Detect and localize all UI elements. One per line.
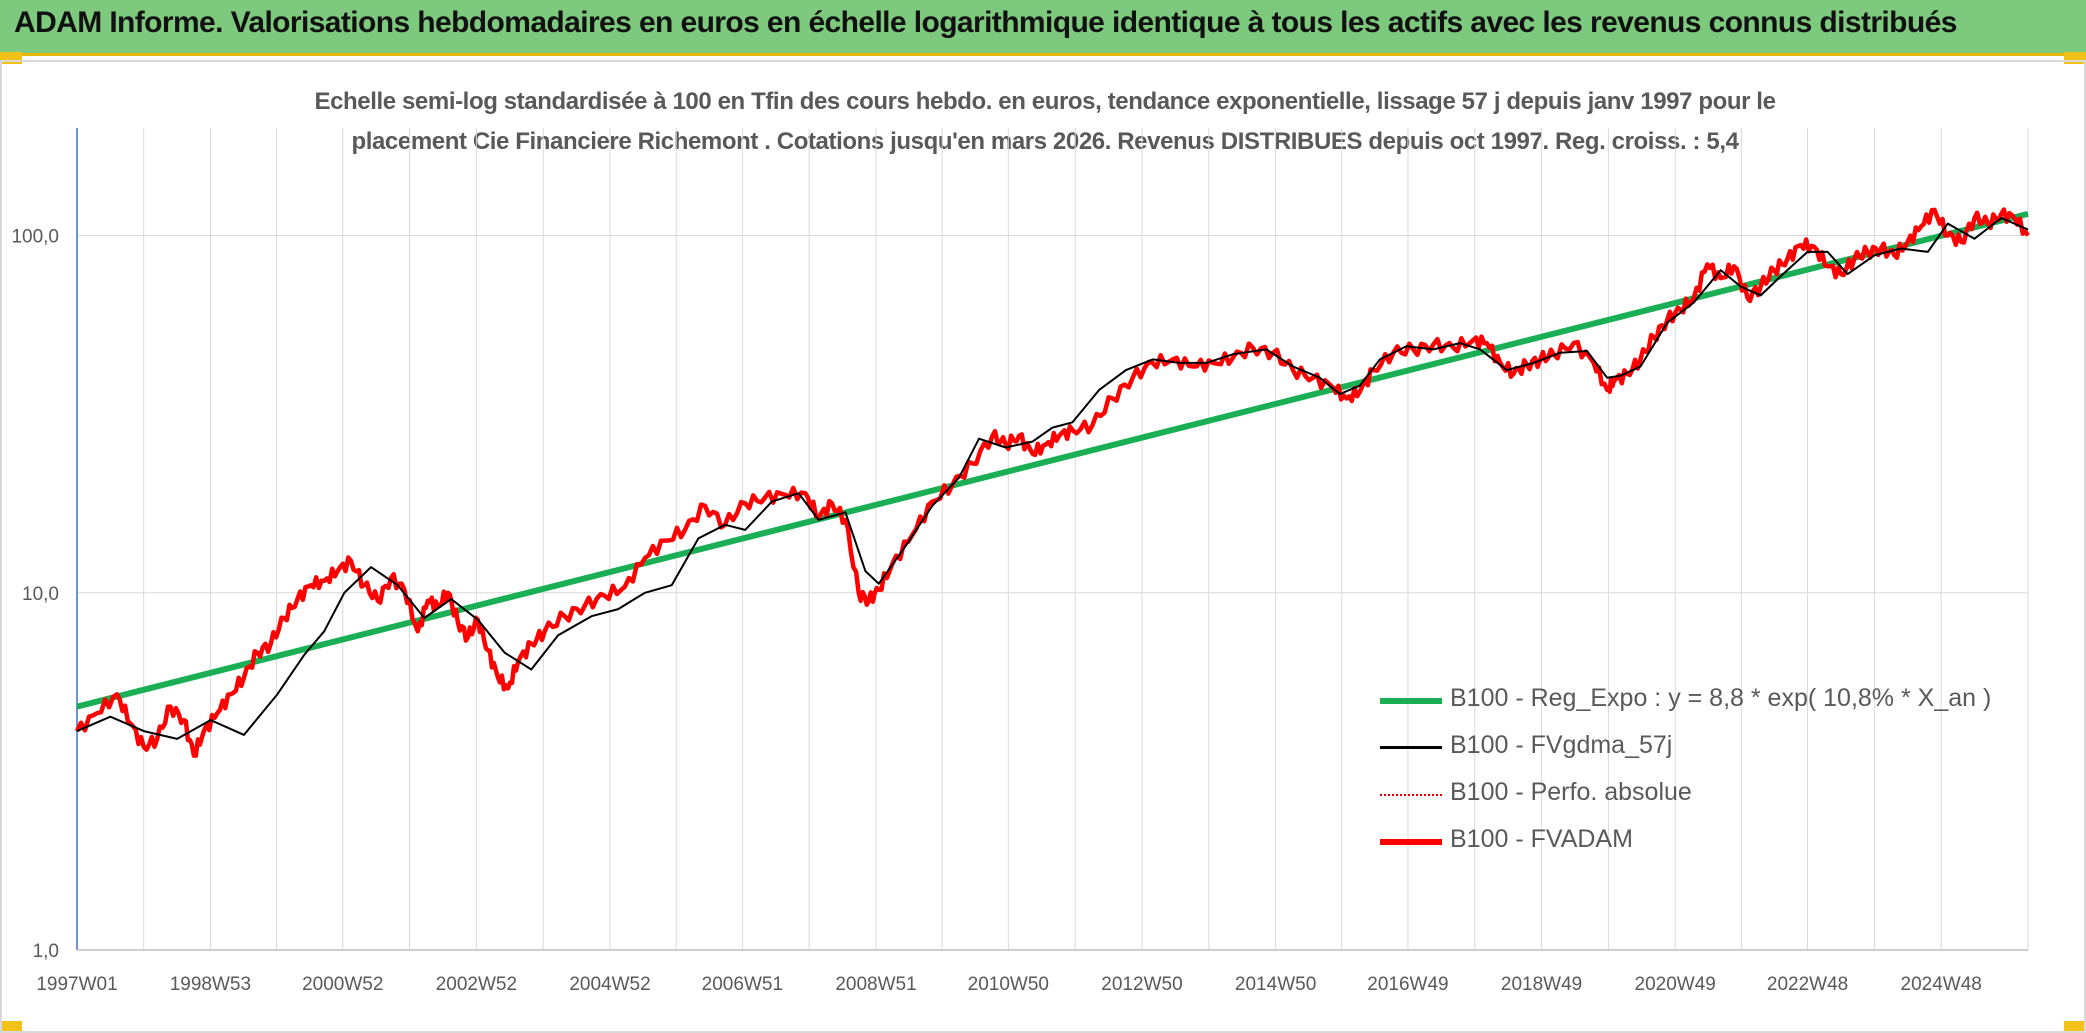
x-tick-label: 2020W49	[1635, 974, 1716, 995]
x-tick-label: 2008W51	[835, 974, 916, 995]
x-tick-label: 2012W50	[1101, 974, 1182, 995]
series-regression-line	[76, 210, 2029, 710]
corner-marker-bottom-left	[0, 1021, 22, 1033]
x-tick-label: 2016W49	[1367, 974, 1448, 995]
x-tick-label: 2000W52	[302, 974, 383, 995]
legend-swatch-absolute	[1380, 794, 1442, 796]
chart-title-line-1: Echelle semi-log standardisée à 100 en T…	[314, 88, 1776, 115]
legend-swatch-smoothed	[1380, 746, 1442, 749]
x-tick-label: 2002W52	[436, 974, 517, 995]
report-title: ADAM Informe. Valorisations hebdomadaire…	[14, 6, 1957, 39]
x-tick-label: 2024W48	[1901, 974, 1982, 995]
legend-swatch-fvadam	[1380, 839, 1442, 845]
legend-swatch-regression	[1380, 698, 1442, 704]
tick-labels: 1997W01 1998W53 2000W52 2002W52 2004W52 2006W…	[11, 227, 1981, 995]
legend-label-absolute: B100 - Perfo. absolue	[1450, 778, 1692, 806]
x-tick-label: 2010W50	[968, 974, 1049, 995]
x-tick-label: 2022W48	[1767, 974, 1848, 995]
y-tick-label: 10,0	[22, 584, 59, 605]
gridlines	[77, 128, 2029, 951]
legend-label-smoothed: B100 - FVgdma_57j	[1450, 731, 1673, 759]
x-tick-label: 1997W01	[36, 974, 117, 995]
x-tick-label: 2006W51	[702, 974, 783, 995]
series-layer	[74, 207, 2030, 758]
series-fvgdma-line	[76, 217, 2029, 740]
corner-marker-bottom-right	[2064, 1021, 2086, 1033]
x-tick-label: 2004W52	[569, 974, 650, 995]
series-fvadam-line	[74, 207, 2030, 758]
y-tick-label: 1,0	[33, 941, 59, 962]
chart-frame	[0, 60, 2086, 1033]
x-tick-label: 2014W50	[1235, 974, 1316, 995]
header-banner: ADAM Informe. Valorisations hebdomadaire…	[0, 0, 2086, 56]
legend-label-regression: B100 - Reg_Expo : y = 8,8 * exp( 10,8% *…	[1450, 684, 1992, 712]
y-tick-label: 100,0	[11, 227, 59, 248]
axes	[76, 128, 2028, 951]
x-tick-label: 1998W53	[170, 974, 251, 995]
chart-title-line-2: placement Cie Financiere Richemont . Cot…	[351, 128, 1739, 155]
legend-label-fvadam: B100 - FVADAM	[1450, 825, 1633, 853]
x-tick-label: 2018W49	[1501, 974, 1582, 995]
